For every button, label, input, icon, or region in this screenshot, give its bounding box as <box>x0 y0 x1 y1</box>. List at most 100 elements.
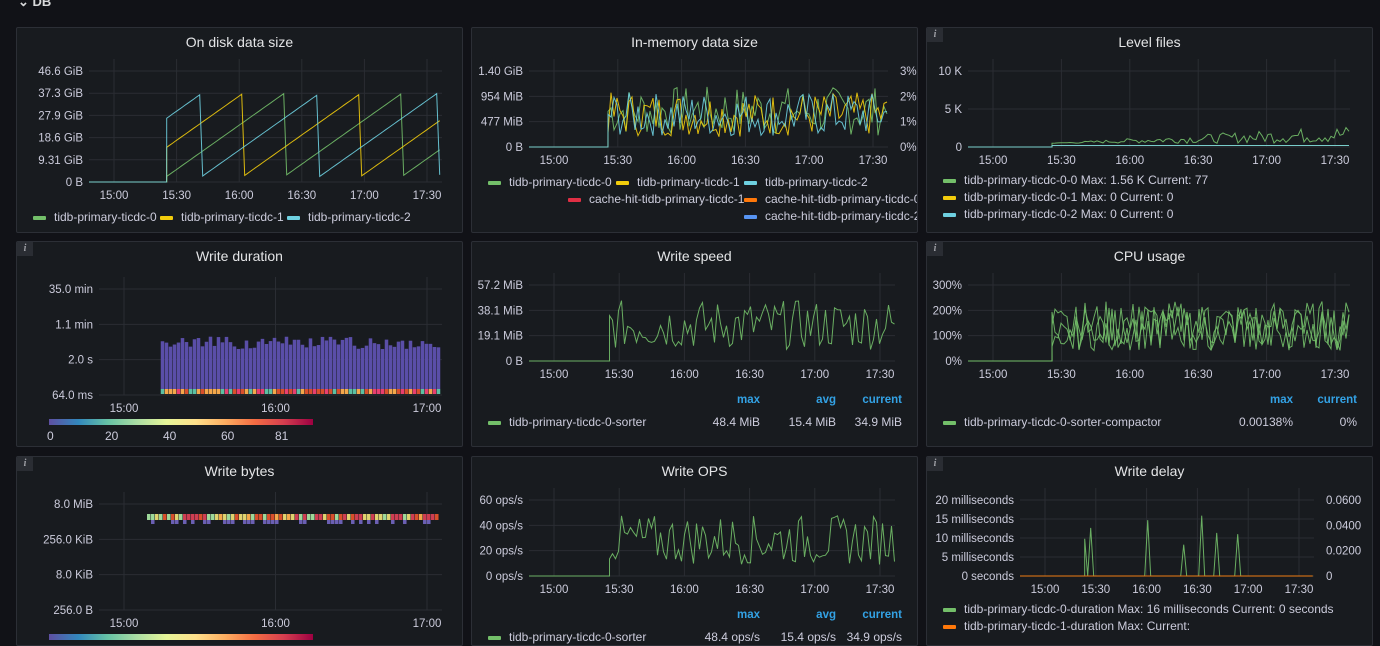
legend-item[interactable]: cache-hit-tidb-primary-ticdc-2 <box>744 209 917 223</box>
panel-title[interactable]: On disk data size <box>185 34 294 50</box>
y2-tick-label: 0.0600 <box>1326 495 1361 507</box>
legend-max: 16 milliseconds <box>1146 602 1229 616</box>
heatmap-cell <box>208 336 213 389</box>
y2-tick-label: 0.0400 <box>1326 520 1361 532</box>
legend-item[interactable]: tidb-primary-ticdc-0-0 Max: 1.56 K Curre… <box>943 173 1208 187</box>
legend-item[interactable]: tidb-primary-ticdc-0-1 Max: 0 Current: 0 <box>943 190 1173 204</box>
legend-header-current[interactable]: current <box>862 609 902 621</box>
panel-write-ops[interactable]: Write OPS 60 ops/s 40 ops/s 20 ops/s 0 ops/s… <box>471 456 918 646</box>
row-header[interactable]: ⌄ DB <box>18 0 51 10</box>
heatmap-cell <box>352 345 357 389</box>
y-tick-label: 0 ops/s <box>486 571 523 583</box>
panel-title[interactable]: Level files <box>1118 34 1181 50</box>
legend-item[interactable]: tidb-primary-ticdc-0-sorter-compactor <box>943 415 1161 429</box>
chart-svg: 8.0 MiB 256.0 KiB 8.0 KiB 256.0 B 15:00 16:00… <box>43 492 442 630</box>
legend-item[interactable]: tidb-primary-ticdc-2 <box>287 210 411 224</box>
info-icon[interactable]: i <box>17 242 33 256</box>
heatmap-cell <box>384 339 389 389</box>
heatmap-cell <box>308 338 313 389</box>
legend-header-max[interactable]: max <box>736 394 760 406</box>
panel-title[interactable]: Write delay <box>1114 463 1185 479</box>
legend-item[interactable]: tidb-primary-ticdc-0 <box>488 175 612 189</box>
panel-title[interactable]: Write speed <box>657 248 732 264</box>
panel-write-delay[interactable]: i Write delay 20 milliseconds 15 millisecon… <box>926 456 1373 646</box>
legend-item[interactable]: tidb-primary-ticdc-2 <box>744 175 868 189</box>
heatmap-cell <box>312 346 317 389</box>
heatmap-cell <box>284 389 289 394</box>
x-tick-label: 15:30 <box>1081 584 1110 596</box>
heatmap-cell <box>360 389 365 394</box>
panel-write-bytes[interactable]: i Write bytes 8.0 MiB 256.0 KiB 8.0 KiB 256.0… <box>16 456 463 646</box>
legend-item[interactable]: tidb-primary-ticdc-1 <box>160 210 284 224</box>
legend-item[interactable]: cache-hit-tidb-primary-ticdc-1 <box>568 192 744 206</box>
legend-item[interactable]: tidb-primary-ticdc-1 <box>616 175 740 189</box>
panel-in-memory[interactable]: In-memory data size 1.40 GiB 954 MiB 477 Mi… <box>471 27 918 233</box>
x-tick-label: 17:00 <box>413 618 442 630</box>
heatmap-cell <box>380 349 385 389</box>
legend-label: tidb-primary-ticdc-2 <box>765 175 868 189</box>
heatmap-cell <box>403 520 407 524</box>
heatmap-cell <box>155 514 159 520</box>
legend-header-avg[interactable]: avg <box>816 394 836 406</box>
heatmap-cell <box>300 389 305 394</box>
heatmap-cell <box>276 389 281 394</box>
heatmap-cell <box>200 389 205 394</box>
heatmap-cell <box>151 514 155 520</box>
heatmap-cell <box>220 389 225 394</box>
y-tick-label: 0 seconds <box>962 571 1015 583</box>
legend-item[interactable]: cache-hit-tidb-primary-ticdc-0 <box>744 192 917 206</box>
panel-level-files[interactable]: i Level files 10 K 5 K 0 15:00 15:30 16:00 16:30… <box>926 27 1373 233</box>
heatmap-cell <box>387 514 391 520</box>
heatmap-cell <box>320 389 325 394</box>
panel-title[interactable]: Write bytes <box>204 463 275 479</box>
heatmap-cell <box>384 389 389 394</box>
info-icon[interactable]: i <box>17 457 33 471</box>
legend-header-max[interactable]: max <box>1269 394 1293 406</box>
legend-item[interactable]: tidb-primary-ticdc-0 <box>33 210 157 224</box>
panel-title[interactable]: Write OPS <box>661 463 728 479</box>
panel-on-disk[interactable]: On disk data size 46.6 GiB 37.3 GiB 27.9 Gi… <box>16 27 463 233</box>
info-icon[interactable]: i <box>927 242 943 256</box>
legend-header-current[interactable]: current <box>862 394 902 406</box>
legend-header-avg[interactable]: avg <box>816 609 836 621</box>
panel-title[interactable]: In-memory data size <box>631 34 758 50</box>
chevron-down-icon[interactable]: ⌄ <box>18 0 29 9</box>
panel-cpu-usage[interactable]: i CPU usage 300% 200% 100% 0% 15:00 15:30 16:00 1… <box>926 241 1373 447</box>
heatmap-cell <box>332 339 337 389</box>
heatmap-cell <box>188 346 193 389</box>
heatmap-cell <box>183 514 187 520</box>
heatmap-cell <box>207 520 211 524</box>
legend-current: 34.9 ops/s <box>846 630 902 644</box>
legend-item[interactable]: tidb-primary-ticdc-0-sorter <box>488 630 646 644</box>
y-tick-label: 256.0 B <box>53 605 93 617</box>
x-tick-label: 17:30 <box>866 369 895 381</box>
legend-label: tidb-primary-ticdc-1 <box>637 175 740 189</box>
panel-title[interactable]: Write duration <box>196 248 283 264</box>
heatmap-cell <box>243 514 247 520</box>
legend-max: 48.4 MiB <box>712 415 760 429</box>
x-tick-label: 15:30 <box>162 190 191 202</box>
heatmap-cell <box>276 341 281 389</box>
heatmap-cell <box>287 514 291 520</box>
heatmap-cell <box>388 345 393 389</box>
heatmap-cell <box>335 514 339 520</box>
legend-avg: 15.4 MiB <box>788 415 836 429</box>
y-tick-label: 256.0 KiB <box>43 534 93 546</box>
legend-header-max[interactable]: max <box>736 609 760 621</box>
legend-item[interactable]: tidb-primary-ticdc-0-sorter <box>488 415 646 429</box>
legend-item[interactable]: tidb-primary-ticdc-1-duration Max: Curre… <box>943 619 1190 633</box>
panel-write-speed[interactable]: Write speed 57.2 MiB 38.1 MiB 19.1 MiB 0 B 15… <box>471 241 918 447</box>
panel-write-duration[interactable]: i Write duration 35.0 min 1.1 min 2.0 s 64.0 … <box>16 241 463 447</box>
heatmap-cell <box>172 389 177 394</box>
y-tick-label: 27.9 GiB <box>38 110 83 122</box>
legend-item[interactable]: tidb-primary-ticdc-0-duration Max: 16 mi… <box>943 602 1334 616</box>
legend-header-current[interactable]: current <box>1317 394 1357 406</box>
heatmap-cell <box>219 514 223 520</box>
heatmap-cell <box>367 514 371 520</box>
chart-svg: 1.40 GiB 954 MiB 477 MiB 0 B 3% 2% 1% 0% 15:00 15… <box>478 59 917 167</box>
legend-item[interactable]: tidb-primary-ticdc-0-2 Max: 0 Current: 0 <box>943 207 1173 221</box>
heatmap-cell <box>300 344 305 389</box>
info-icon[interactable]: i <box>927 457 943 471</box>
panel-title[interactable]: CPU usage <box>1113 248 1186 264</box>
info-icon[interactable]: i <box>927 28 943 42</box>
